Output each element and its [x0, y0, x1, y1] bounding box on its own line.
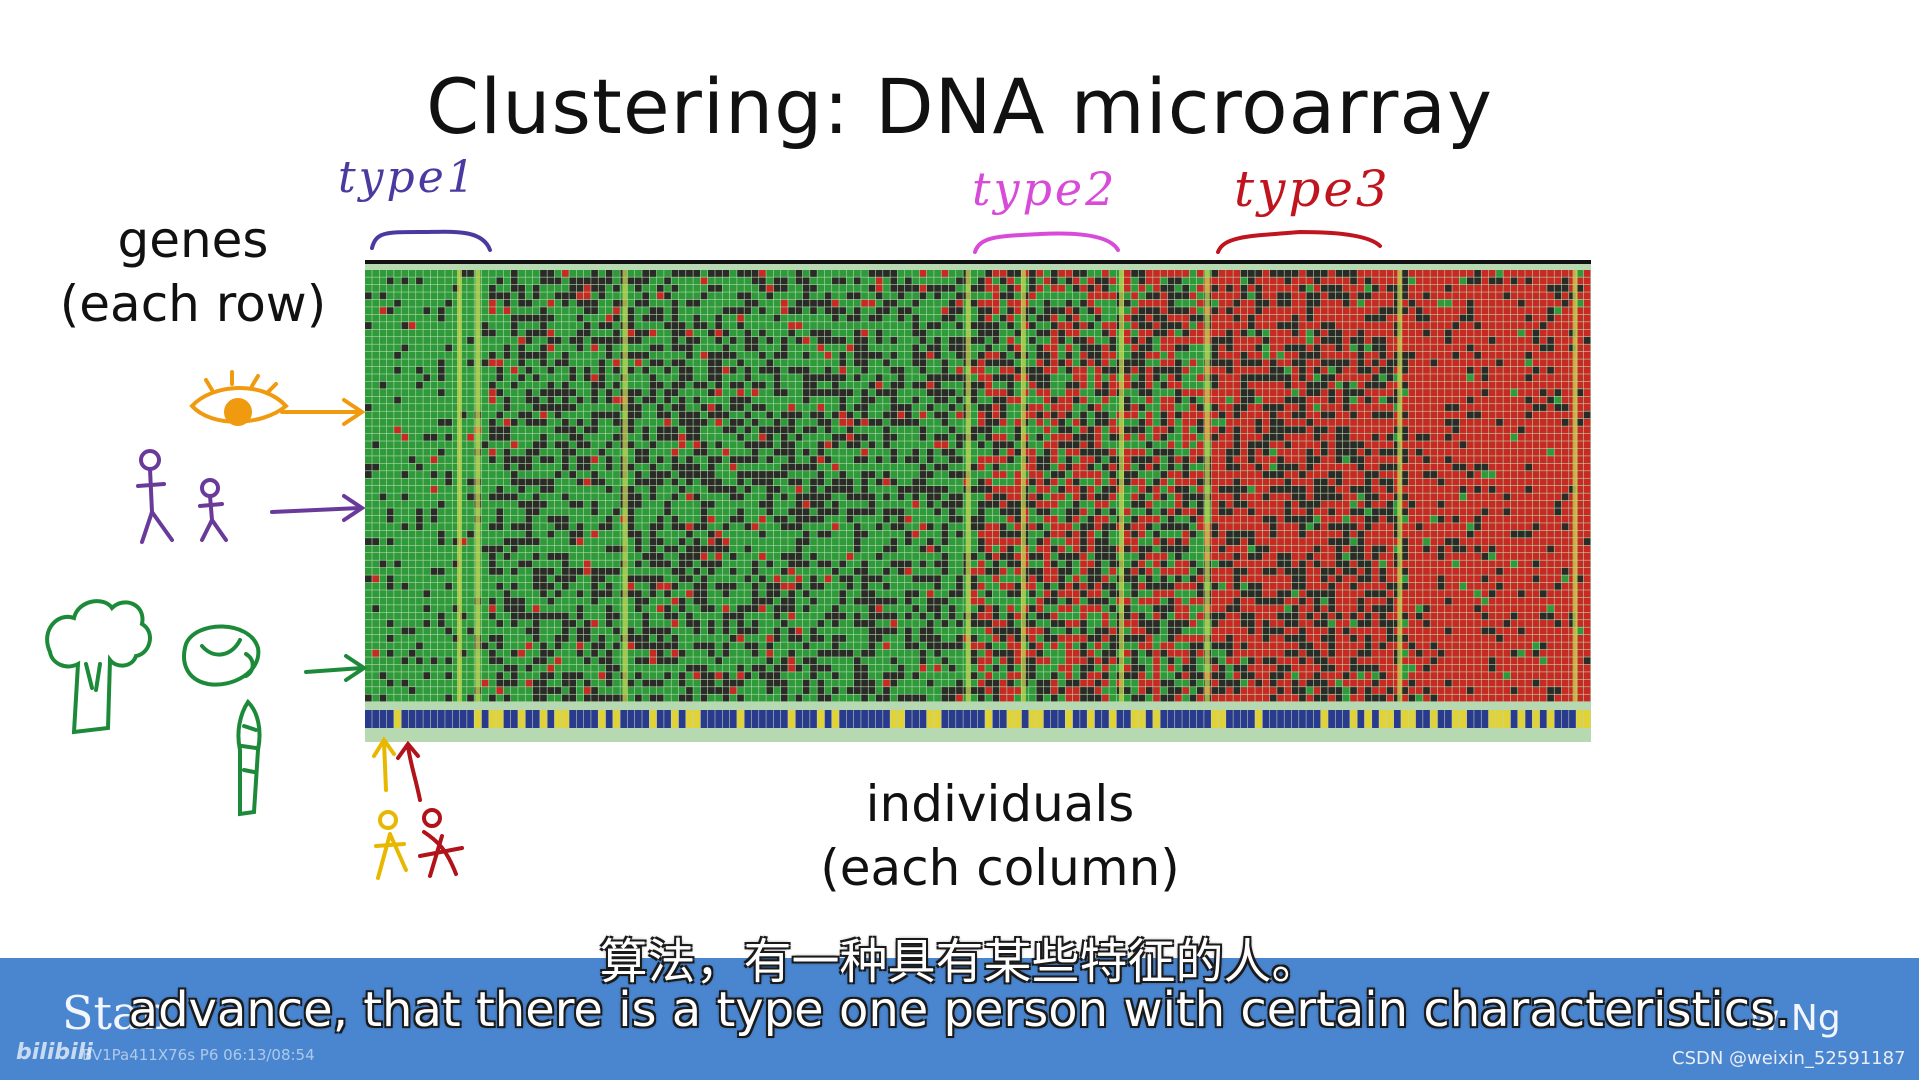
video-id-watermark: BV1Pa411X76s P6 06:13/08:54 — [82, 1046, 315, 1064]
microarray-heatmap — [365, 260, 1591, 742]
class-label-strip — [365, 710, 1591, 728]
cluster-separator — [475, 270, 481, 702]
cluster-separator — [1204, 270, 1210, 702]
lecturer-bar-left-text: Stan — [62, 986, 170, 1040]
cluster-separator — [622, 270, 628, 702]
type2-brace — [973, 231, 1120, 254]
type3-brace — [1216, 229, 1382, 254]
individuals-label-line1: individuals — [865, 775, 1135, 833]
type3-annotation: type3 — [1234, 160, 1391, 218]
eye-icon — [189, 370, 289, 426]
type1-annotation: type1 — [338, 152, 478, 203]
heatmap-svg — [365, 270, 1591, 728]
video-subtitle-bar — [0, 958, 1919, 1080]
yellow-person-icon — [374, 810, 408, 880]
cluster-separator — [457, 270, 462, 702]
vegetable-arrow — [304, 654, 368, 682]
people-arrow — [270, 494, 366, 522]
yellow-individual-arrow — [372, 736, 396, 792]
subtitle-chinese: 算法，有一种具有某些特征的人。 — [599, 934, 1320, 990]
bilibili-logo: bilibili — [16, 1040, 93, 1065]
genes-label-line2: (each row) — [59, 275, 327, 333]
subtitle-english: advance, that there is a type one person… — [128, 982, 1791, 1038]
genes-label: genes (each row) — [40, 208, 346, 336]
genes-label-line1: genes — [117, 211, 269, 269]
slide-title: Clustering: DNA microarray — [426, 62, 1493, 151]
stick-figures-icon — [136, 449, 228, 544]
cabbage-icon — [182, 624, 261, 687]
cluster-separator — [1572, 270, 1578, 702]
cluster-separator — [1397, 270, 1403, 702]
individuals-label: individuals (each column) — [800, 772, 1200, 900]
lecturer-bar-right-text: w Ng — [1750, 998, 1841, 1039]
red-individual-arrow — [396, 740, 422, 802]
red-person-icon — [418, 808, 464, 878]
eye-arrow — [280, 398, 366, 426]
asparagus-icon — [236, 698, 262, 817]
cluster-separator — [965, 270, 971, 702]
csdn-watermark: CSDN @weixin_52591187 — [1672, 1048, 1906, 1069]
cluster-separator — [1119, 270, 1124, 702]
type1-brace — [370, 229, 492, 252]
broccoli-icon — [45, 599, 152, 735]
cluster-separator — [1020, 270, 1026, 702]
heatmap-cells — [365, 270, 1591, 702]
individuals-label-line2: (each column) — [820, 839, 1180, 897]
type2-annotation: type2 — [972, 162, 1118, 216]
